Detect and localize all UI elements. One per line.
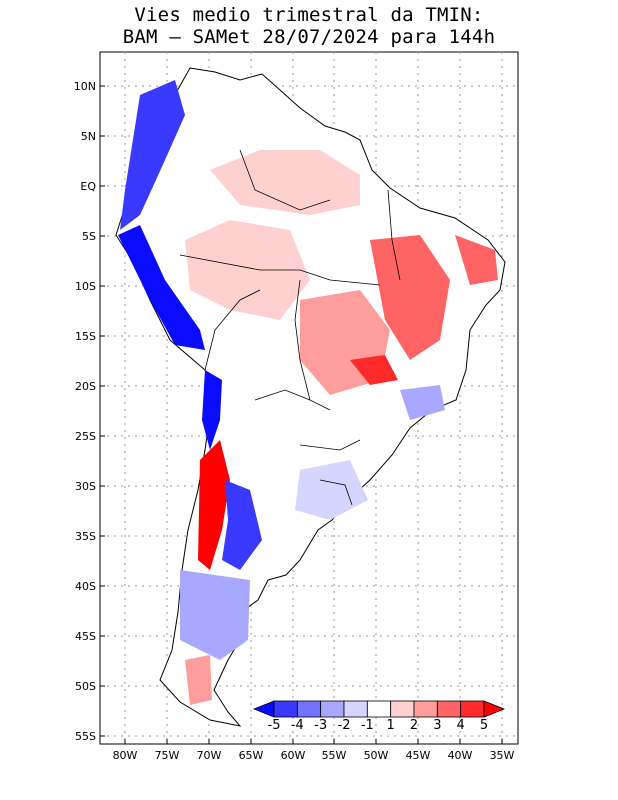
warm-bias-north: [210, 150, 360, 215]
warm-bias-northeast: [455, 235, 498, 285]
colorbar-label: -4: [291, 718, 304, 733]
colorbar-label: 3: [433, 718, 441, 733]
colorbar-label: -2: [338, 718, 351, 733]
colorbar-label: -3: [314, 718, 327, 733]
y-tick-label: 50S: [75, 680, 96, 693]
cold-bias-southeast: [400, 385, 445, 420]
y-tick-label: 5S: [82, 230, 96, 243]
y-tick-label: 10S: [75, 280, 96, 293]
colorbar-bin: [273, 700, 298, 718]
colorbar-label: -5: [268, 718, 281, 733]
colorbar-bin: [343, 700, 368, 718]
colorbar-bin: [390, 700, 415, 718]
y-tick-label: 20S: [75, 380, 96, 393]
y-tick-label: 25S: [75, 430, 96, 443]
cold-bias-south-brazil: [295, 460, 368, 520]
colorbar-bin: [460, 700, 485, 718]
y-tick-label: 15S: [75, 330, 96, 343]
x-tick-label: 75W: [155, 749, 180, 762]
y-tick-label: 55S: [75, 730, 96, 743]
y-tick-label: 40S: [75, 580, 96, 593]
cold-bias-peru-coast: [118, 225, 205, 350]
cold-bias-argentina: [222, 480, 262, 570]
colorbar-label: 2: [410, 718, 418, 733]
y-tick-label: EQ: [80, 180, 96, 193]
south-america-map: [115, 67, 506, 727]
colorbar-bin: [320, 700, 345, 718]
y-tick-label: 5N: [81, 130, 96, 143]
x-tick-label: 50W: [364, 749, 389, 762]
x-tick-label: 55W: [322, 749, 347, 762]
colorbar-label: 5: [480, 718, 488, 733]
x-tick-label: 80W: [113, 749, 138, 762]
y-tick-label: 35S: [75, 530, 96, 543]
colorbar-arrow-right: [483, 700, 506, 718]
colorbar-label: -1: [361, 718, 374, 733]
warm-bias-pantanal: [350, 355, 398, 385]
y-tick-label: 45S: [75, 630, 96, 643]
warm-bias-east: [370, 235, 450, 360]
latitude-axis: 10N 5N EQ 5S 10S 15S 20S 25S 30S 35S 40S 45S 50S 55S: [74, 80, 105, 743]
x-tick-label: 60W: [281, 749, 306, 762]
x-tick-label: 35W: [490, 749, 515, 762]
colorbar-bin: [366, 700, 392, 718]
map-title-line2: BAM — SAMet 28/07/2024 para 144h: [122, 26, 496, 48]
warm-bias-patagonia: [185, 655, 212, 705]
map-title-line1: Vies medio trimestral da TMIN:: [134, 4, 484, 26]
warm-bias-amazon: [185, 220, 310, 320]
longitude-axis: 80W 75W 70W 65W 60W 55W 50W 45W 40W 35W: [113, 739, 515, 762]
colorbar-label: 1: [387, 718, 395, 733]
x-tick-label: 45W: [406, 749, 431, 762]
country-borders: [179, 149, 401, 506]
x-tick-label: 70W: [197, 749, 222, 762]
colorbar-bin: [436, 700, 462, 718]
x-tick-label: 65W: [239, 749, 264, 762]
colorbar-bin: [413, 700, 438, 718]
cold-bias-andes-north: [120, 80, 185, 230]
warm-bias-andes-south: [198, 440, 230, 570]
cold-bias-chile-north: [202, 370, 222, 450]
y-tick-label: 30S: [75, 480, 96, 493]
x-tick-label: 40W: [448, 749, 473, 762]
y-tick-label: 10N: [74, 80, 96, 93]
colorbar: -5 -4 -3 -2 -1 1 2 3 4 5: [252, 700, 506, 733]
colorbar-label: 4: [457, 718, 465, 733]
colorbar-bin: [296, 700, 322, 718]
cold-bias-patagonia: [180, 570, 250, 660]
